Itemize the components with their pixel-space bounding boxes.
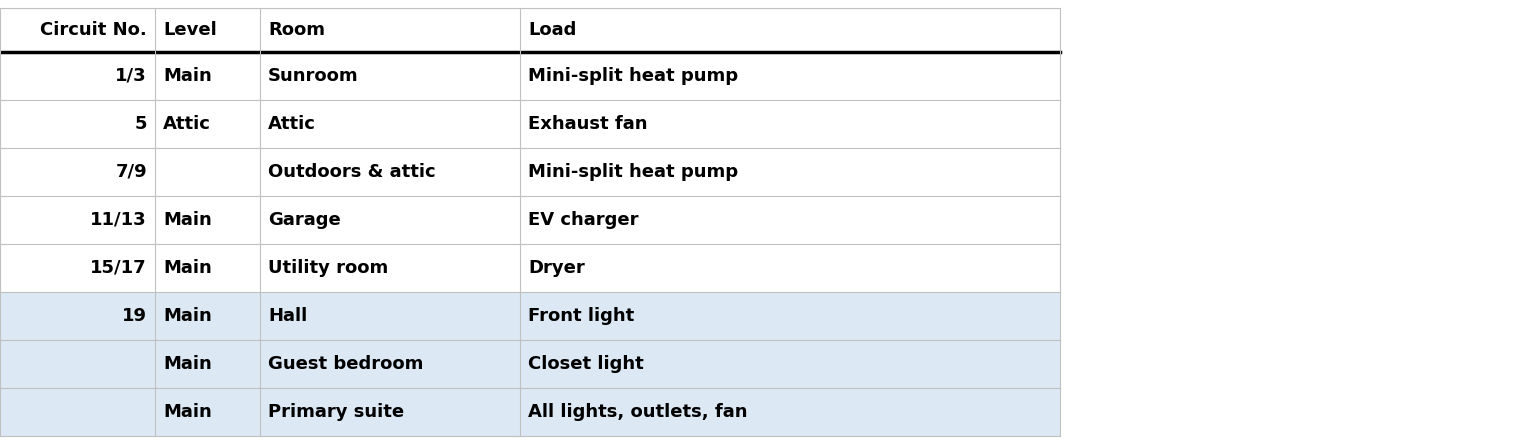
Bar xyxy=(0,148,1060,196)
Text: Main: Main xyxy=(164,211,211,229)
Text: Hall: Hall xyxy=(268,307,308,325)
Text: 7/9: 7/9 xyxy=(115,163,147,181)
Text: Primary suite: Primary suite xyxy=(268,403,404,421)
Text: Front light: Front light xyxy=(528,307,635,325)
Text: Garage: Garage xyxy=(268,211,341,229)
Text: Main: Main xyxy=(164,67,211,85)
Text: Main: Main xyxy=(164,403,211,421)
Text: Sunroom: Sunroom xyxy=(268,67,358,85)
Bar xyxy=(0,292,1060,340)
Text: 15/17: 15/17 xyxy=(90,259,147,277)
Text: 1/3: 1/3 xyxy=(115,67,147,85)
Text: Main: Main xyxy=(164,355,211,373)
Bar xyxy=(0,196,1060,244)
Bar xyxy=(0,340,1060,388)
Text: Main: Main xyxy=(164,259,211,277)
Text: Guest bedroom: Guest bedroom xyxy=(268,355,424,373)
Text: 19: 19 xyxy=(122,307,147,325)
Text: Mini-split heat pump: Mini-split heat pump xyxy=(528,67,737,85)
Text: All lights, outlets, fan: All lights, outlets, fan xyxy=(528,403,748,421)
Text: 5: 5 xyxy=(135,115,147,133)
Text: Level: Level xyxy=(164,21,217,39)
Text: Utility room: Utility room xyxy=(268,259,389,277)
Bar xyxy=(0,52,1060,100)
Bar xyxy=(0,244,1060,292)
Text: Attic: Attic xyxy=(164,115,211,133)
Bar xyxy=(0,100,1060,148)
Text: Attic: Attic xyxy=(268,115,315,133)
Text: Closet light: Closet light xyxy=(528,355,644,373)
Text: Exhaust fan: Exhaust fan xyxy=(528,115,647,133)
Text: Outdoors & attic: Outdoors & attic xyxy=(268,163,436,181)
Text: Load: Load xyxy=(528,21,577,39)
Text: Mini-split heat pump: Mini-split heat pump xyxy=(528,163,737,181)
Text: EV charger: EV charger xyxy=(528,211,638,229)
Text: Room: Room xyxy=(268,21,324,39)
Bar xyxy=(0,8,1060,52)
Text: Circuit No.: Circuit No. xyxy=(40,21,147,39)
Text: Dryer: Dryer xyxy=(528,259,584,277)
Bar xyxy=(0,388,1060,436)
Text: 11/13: 11/13 xyxy=(90,211,147,229)
Text: Main: Main xyxy=(164,307,211,325)
